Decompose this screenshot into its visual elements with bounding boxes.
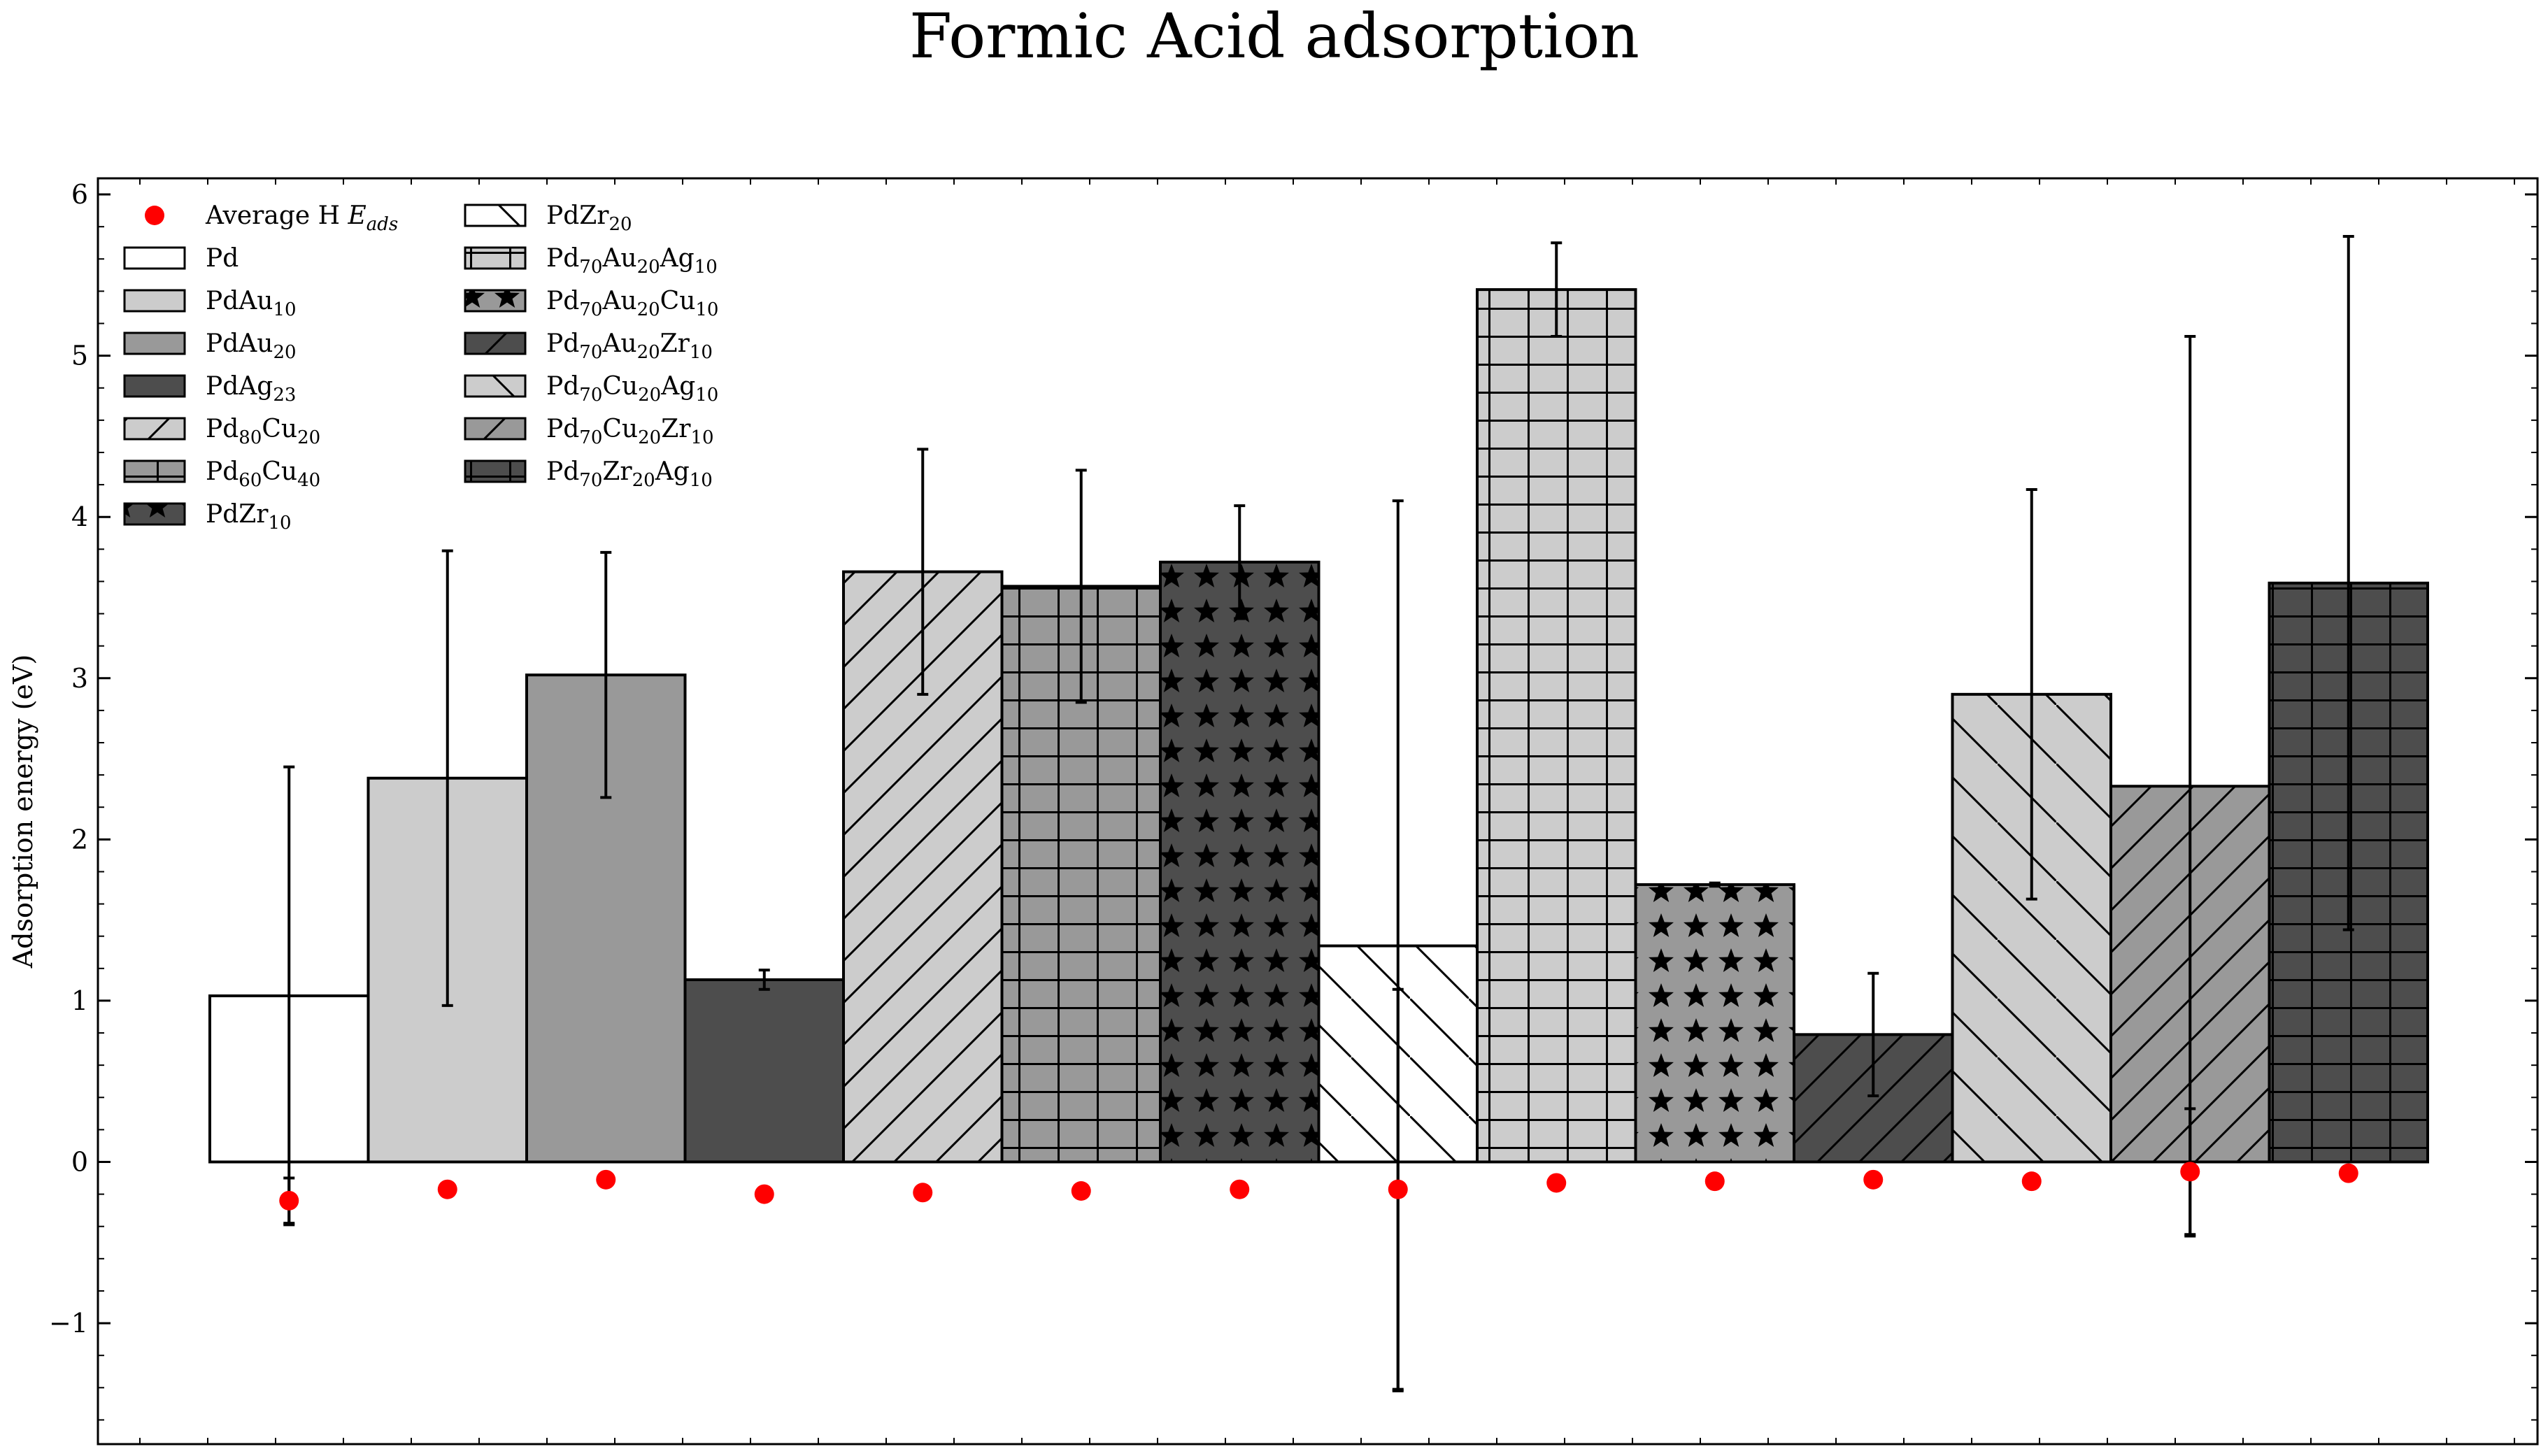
average-h-point-1: [279, 1190, 299, 1211]
bar-error-bar-10: [1709, 881, 1721, 888]
legend-entry-12: Pd70​Cu20​Ag10​: [464, 372, 718, 406]
bar-10: [1634, 883, 1795, 1164]
bar-error-bar-3: [600, 550, 612, 799]
y-tick-label: 0: [71, 1146, 88, 1177]
legend-entry-1: Pd: [123, 244, 239, 273]
bar-4: [683, 978, 845, 1164]
legend-swatch: [464, 459, 527, 483]
legend-entry-3: PdAu20​: [123, 329, 297, 363]
bar-hatch: [1160, 562, 1319, 1162]
bar-9: [1476, 288, 1637, 1164]
legend-swatch: [123, 417, 186, 441]
legend-swatch: [464, 331, 527, 355]
bar-hatch: [1635, 884, 1794, 1162]
y-tick-label: 1: [71, 985, 88, 1016]
average-h-point-4: [754, 1184, 774, 1204]
bar-error-bar-14: [2342, 235, 2354, 932]
average-h-point-14: [2338, 1163, 2358, 1183]
bars: [208, 288, 2429, 1164]
legend-label: Pd70​Au20​Cu10​: [546, 287, 718, 320]
y-axis-label: Adsorption energy (eV): [8, 655, 38, 969]
legend-entry-8: PdZr20​: [464, 201, 632, 235]
legend-entry-10: Pd70​Au20​Cu10​: [464, 287, 718, 320]
average-h-point-9: [1546, 1173, 1567, 1193]
legend-label: Pd80​Cu20​: [206, 415, 320, 448]
legend-label: PdZr10​: [206, 500, 292, 534]
legend-swatch: [123, 374, 186, 398]
legend-marker-average-h: [145, 206, 164, 225]
legend-entry-13: Pd70​Cu20​Zr10​: [464, 415, 714, 448]
average-h-point-13: [2180, 1162, 2200, 1182]
legend-label: Pd70​Cu20​Zr10​: [546, 415, 714, 448]
legend-swatch: [464, 289, 527, 313]
bar-error-bar-6: [1075, 469, 1087, 704]
legend-swatch: [464, 204, 527, 227]
bar-error-bar-11: [1867, 971, 1879, 1097]
legend-swatch: [464, 417, 527, 441]
bar-error-bar-7: [1234, 504, 1246, 620]
legend-label: PdAu20​: [206, 329, 297, 363]
bar-error-bar-9: [1551, 241, 1563, 338]
legend-label: Pd70​Zr20​Ag10​: [546, 457, 713, 491]
legend-label-average-h: Average H Eads​: [205, 201, 398, 235]
average-h-point-5: [913, 1183, 933, 1203]
y-tick-label: −1: [49, 1308, 88, 1339]
bar-fill: [685, 979, 844, 1162]
bar-7: [1159, 560, 1321, 1164]
average-h-points: [279, 987, 2358, 1391]
legend-swatch: [123, 246, 186, 270]
bar-hatch: [1477, 290, 1636, 1162]
average-h-point-6: [1071, 1181, 1091, 1201]
y-tick-label: 5: [71, 341, 88, 371]
average-h-point-2: [437, 1179, 457, 1199]
legend-entry-9: Pd70​Au20​Ag10​: [464, 244, 718, 278]
y-tick-label: 6: [71, 179, 88, 210]
legend-swatch: [123, 459, 186, 483]
average-h-point-11: [1863, 1169, 1884, 1190]
legend-label: Pd70​Au20​Ag10​: [546, 244, 718, 278]
y-tick-label: 4: [71, 501, 88, 532]
legend-entry-5: Pd80​Cu20​: [123, 415, 320, 448]
bar-error-bar-1: [283, 765, 295, 1227]
legend-swatch: [123, 502, 186, 526]
plot-area: −1 0 1 2 3 4 5 6: [49, 177, 2539, 1446]
bar-12: [1951, 692, 2112, 1164]
y-tick-label: 2: [71, 824, 88, 855]
chart-title: Formic Acid adsorption: [909, 0, 1639, 72]
average-h-point-7: [1230, 1179, 1250, 1199]
legend-label: Pd: [206, 244, 239, 273]
bar-error-bar-5: [917, 448, 929, 696]
legend-entry-11: Pd70​Au20​Zr10​: [464, 329, 713, 363]
legend-entry-4: PdAg23​: [123, 372, 296, 406]
legend-swatch: [123, 331, 186, 355]
legend: Average H Eads​ Pd PdAu10​ PdAu20​ PdAg23​ Pd…: [123, 201, 718, 534]
legend-entry-2: PdAu10​: [123, 287, 297, 320]
legend-label: PdZr20​: [546, 201, 632, 235]
average-h-point-3: [596, 1169, 616, 1190]
legend-entry-7: PdZr10​: [123, 500, 292, 534]
bar-error-bar-13: [2184, 334, 2196, 1238]
legend-swatch: [464, 246, 527, 270]
legend-entry-14: Pd70​Zr20​Ag10​: [464, 457, 713, 491]
average-h-point-8: [1388, 1179, 1408, 1199]
legend-swatch: [123, 289, 186, 313]
legend-label: Pd60​Cu40​: [206, 457, 320, 491]
bar-error-bar-4: [758, 969, 770, 991]
plot-frame: [97, 177, 2539, 1446]
bar-error-bar-2: [441, 549, 453, 1007]
bar-error-bar-12: [2026, 488, 2037, 901]
legend-label: PdAg23​: [206, 372, 296, 406]
average-h-point-12: [2021, 1171, 2042, 1192]
average-h-point-10: [1704, 1171, 1725, 1192]
legend-entry-6: Pd60​Cu40​: [123, 457, 320, 491]
legend-label: PdAu10​: [206, 287, 297, 320]
y-tick-label: 3: [71, 663, 88, 694]
legend-swatch: [464, 374, 527, 398]
legend-label: Pd70​Au20​Zr10​: [546, 329, 713, 363]
legend-label: Pd70​Cu20​Ag10​: [546, 372, 718, 406]
